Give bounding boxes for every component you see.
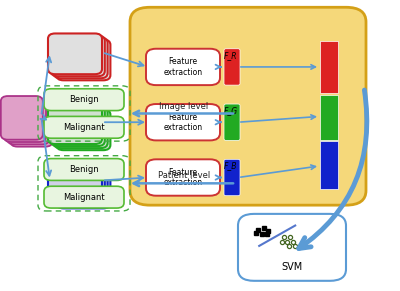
FancyBboxPatch shape [44,89,124,111]
Text: F_G: F_G [224,106,238,115]
Text: Feature
extraction: Feature extraction [164,168,202,187]
FancyBboxPatch shape [224,49,240,85]
Text: Benign: Benign [69,95,99,104]
FancyBboxPatch shape [146,104,220,141]
Text: Malignant: Malignant [63,193,105,202]
FancyBboxPatch shape [51,105,105,146]
FancyBboxPatch shape [7,101,49,144]
FancyBboxPatch shape [44,159,124,180]
FancyBboxPatch shape [224,159,240,196]
Text: Malignant: Malignant [63,123,105,132]
FancyBboxPatch shape [44,116,124,138]
Text: Image level: Image level [159,102,209,111]
FancyBboxPatch shape [48,33,102,74]
FancyBboxPatch shape [48,162,102,202]
FancyBboxPatch shape [56,168,110,208]
FancyBboxPatch shape [224,104,240,141]
Text: Benign: Benign [69,165,99,174]
FancyBboxPatch shape [54,166,108,206]
FancyBboxPatch shape [54,38,108,78]
FancyBboxPatch shape [10,103,52,147]
FancyBboxPatch shape [48,103,102,144]
Text: Patient level: Patient level [158,171,210,180]
FancyBboxPatch shape [51,36,105,76]
Text: Feature
extraction: Feature extraction [164,57,202,77]
Text: F_R: F_R [224,51,238,60]
FancyBboxPatch shape [54,107,108,148]
FancyBboxPatch shape [146,159,220,196]
Text: F_B: F_B [224,162,238,170]
Text: SVM: SVM [281,262,303,272]
FancyBboxPatch shape [320,141,338,189]
FancyBboxPatch shape [320,95,338,140]
FancyBboxPatch shape [238,214,346,281]
FancyBboxPatch shape [1,96,43,140]
FancyBboxPatch shape [4,98,46,142]
FancyBboxPatch shape [56,40,110,80]
FancyBboxPatch shape [44,186,124,208]
FancyBboxPatch shape [130,7,366,205]
Text: Feature
extraction: Feature extraction [164,113,202,132]
FancyBboxPatch shape [51,164,105,204]
FancyBboxPatch shape [320,41,338,93]
FancyBboxPatch shape [56,109,110,150]
FancyBboxPatch shape [146,49,220,85]
